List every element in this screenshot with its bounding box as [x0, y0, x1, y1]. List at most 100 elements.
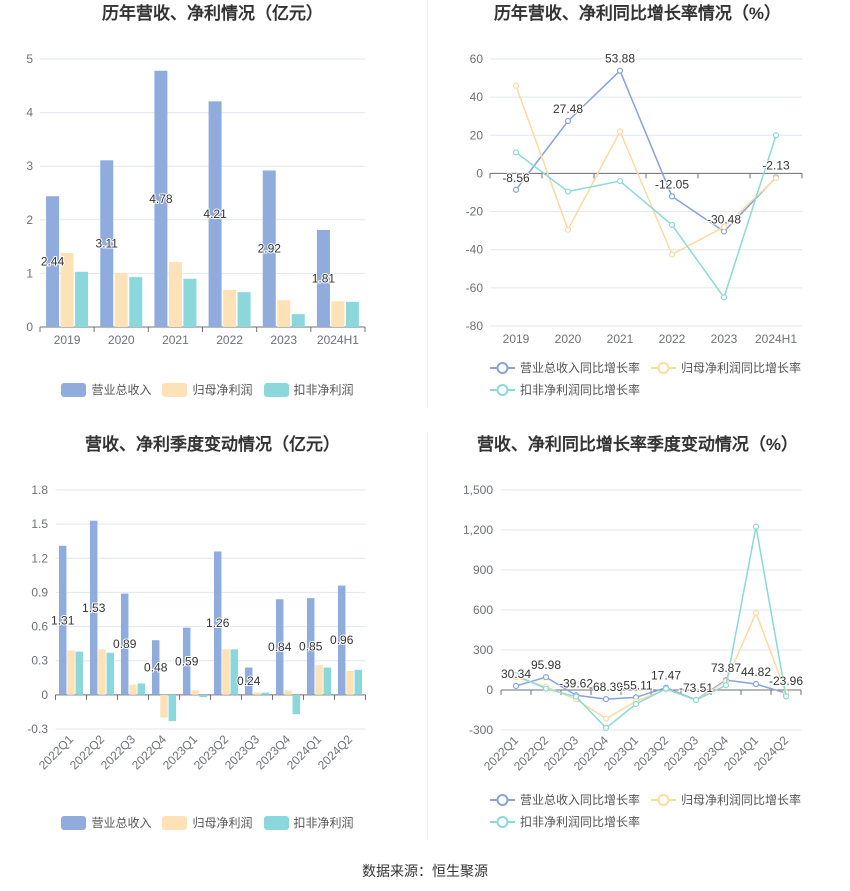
legend-label: 归母净利润同比增长率: [681, 361, 802, 375]
bar: [114, 272, 128, 327]
series-line: [515, 676, 787, 701]
data-label: 1.31: [51, 613, 75, 627]
bar: [182, 627, 191, 695]
bar: [129, 277, 143, 327]
bar: [120, 593, 129, 695]
bar: [89, 520, 98, 695]
x-tick-label: 2022: [216, 333, 243, 347]
legend-swatch: [61, 383, 87, 397]
x-tick-label: 2020: [555, 332, 582, 346]
legend-label: 扣非净利润: [293, 383, 354, 397]
data-label: -39.62: [559, 676, 593, 690]
data-source-note: 数据来源：恒生聚源: [362, 863, 488, 879]
data-point: [602, 724, 610, 732]
legend-item-net-profit-growth[interactable]: 归母净利润同比增长率: [651, 793, 801, 807]
legend-item-deducted-profit[interactable]: 扣非净利润: [263, 816, 354, 830]
bar: [67, 650, 75, 695]
data-point: [542, 674, 550, 681]
data-label: -12.05: [655, 177, 689, 191]
bar: [137, 683, 146, 695]
data-label: 73.87: [711, 661, 741, 675]
legend-item-revenue[interactable]: 营业总收入: [61, 383, 151, 397]
data-label: 30.34: [501, 667, 531, 681]
y-tick-label: 0.6: [31, 620, 48, 634]
legend-label: 归母净利润: [192, 816, 253, 830]
data-label: 0.59: [175, 654, 199, 668]
data-point: [616, 67, 624, 74]
y-tick-label: 1.2: [31, 551, 48, 565]
legend-label: 营业总收入同比增长率: [519, 793, 640, 807]
legend-item-revenue-growth[interactable]: 营业总收入同比增长率: [490, 793, 640, 807]
y-tick-label: 40: [470, 90, 484, 104]
x-tick-label: 2023: [711, 332, 738, 346]
legend-label: 扣非净利润: [293, 816, 354, 830]
bar: [75, 651, 84, 695]
data-point: [564, 188, 572, 195]
legend-item-net-profit[interactable]: 归母净利润: [162, 816, 253, 830]
bar: [244, 667, 253, 695]
x-tick-label: 2024H1: [317, 333, 359, 347]
bar: [100, 160, 114, 327]
series-line: [515, 135, 777, 299]
data-label: -23.96: [769, 674, 803, 688]
legend-marker: [496, 384, 509, 396]
x-tick-label: 2024Q2: [315, 732, 355, 772]
y-tick-label: 0.3: [31, 654, 48, 668]
data-label: 0.48: [144, 661, 168, 675]
bar: [292, 694, 301, 715]
y-tick-label: 1: [26, 266, 33, 280]
data-point: [512, 672, 520, 679]
legend-item-deducted-profit[interactable]: 扣非净利润: [263, 383, 354, 397]
bar: [58, 545, 67, 695]
y-tick-label: 0: [41, 688, 48, 702]
y-tick-label: 0: [26, 320, 33, 334]
data-point: [632, 700, 640, 708]
y-tick-label: -60: [466, 281, 484, 295]
data-label: 53.88: [605, 52, 635, 66]
bar: [191, 690, 199, 695]
quarterly-revenue-profit-panel: -0.3 0 0.3 0.6 0.9 1.2 1.5 1.8 2022Q1 2022Q2 2022Q…: [0, 430, 425, 850]
column-divider-top: [427, 0, 428, 408]
data-point: [668, 221, 676, 229]
legend-marker: [496, 794, 509, 806]
data-point: [772, 175, 780, 182]
series-line: [515, 525, 787, 729]
legend-line-icon: [490, 816, 515, 828]
x-tick-label: 2023: [270, 333, 297, 347]
x-tick-label: 2020: [108, 333, 135, 347]
legend-item-revenue-growth[interactable]: 营业总收入同比增长率: [490, 361, 640, 375]
legend-item-net-profit-growth[interactable]: 归母净利润同比增长率: [651, 361, 801, 375]
y-tick-label: 1,200: [463, 523, 493, 537]
legend-marker: [657, 794, 670, 806]
data-point: [542, 685, 550, 692]
data-point: [512, 82, 520, 89]
quarterly-revenue-profit-bar-chart: -0.300.30.60.91.21.51.82022Q12022Q22022Q…: [27, 483, 366, 772]
legend-label: 归母净利润同比增长率: [681, 793, 802, 807]
legend-item-revenue[interactable]: 营业总收入: [61, 816, 151, 830]
data-point: [752, 609, 760, 617]
bar: [168, 262, 182, 327]
bar: [337, 585, 346, 695]
data-label: -68.39: [589, 680, 623, 694]
bar: [323, 667, 332, 695]
legend: 营业总收入同比增长率 归母净利润同比增长率 扣非净利润同比增长率: [490, 361, 830, 405]
y-tick-label: 0: [486, 683, 493, 697]
data-point: [720, 223, 728, 230]
data-label: 0.84: [268, 640, 292, 654]
bar: [331, 301, 345, 327]
bar: [346, 670, 354, 695]
data-point: [564, 226, 572, 233]
legend-row: 营业总收入同比增长率 归母净利润同比增长率: [490, 793, 830, 807]
legend-row: 营业总收入同比增长率 归母净利润同比增长率: [490, 361, 830, 375]
x-tick-label: 2021: [607, 332, 634, 346]
data-label: 17.47: [651, 669, 681, 683]
legend: 营业总收入 归母净利润 扣非净利润: [0, 383, 415, 397]
y-tick-label: 0.9: [31, 585, 48, 599]
x-tick-label: 2024H1: [755, 332, 797, 346]
legend-item-deducted-profit-growth[interactable]: 扣非净利润同比增长率: [490, 815, 640, 829]
legend-item-deducted-profit-growth[interactable]: 扣非净利润同比增长率: [490, 383, 640, 397]
legend-item-net-profit[interactable]: 归母净利润: [162, 383, 253, 397]
series-line: [515, 85, 777, 256]
x-tick-label: 2024Q2: [751, 733, 791, 773]
y-tick-label: 1,500: [463, 483, 493, 497]
